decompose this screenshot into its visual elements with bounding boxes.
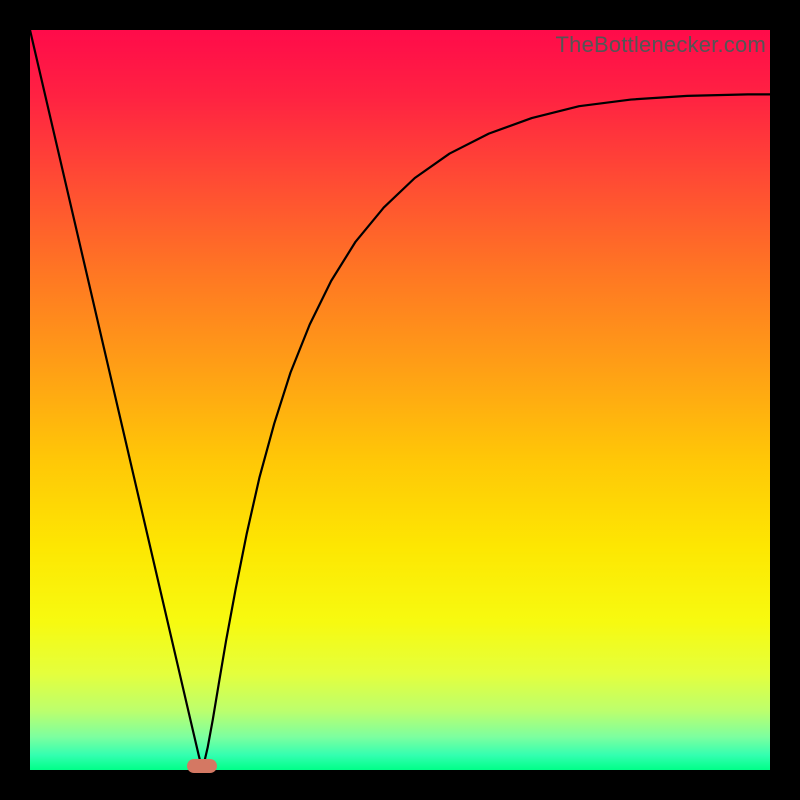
optimum-marker xyxy=(187,759,217,773)
chart-frame: TheBottlenecker.com xyxy=(0,0,800,800)
bottleneck-curve xyxy=(30,30,770,770)
curve-path xyxy=(30,30,770,770)
plot-area: TheBottlenecker.com xyxy=(30,30,770,770)
watermark-text: TheBottlenecker.com xyxy=(556,32,766,58)
